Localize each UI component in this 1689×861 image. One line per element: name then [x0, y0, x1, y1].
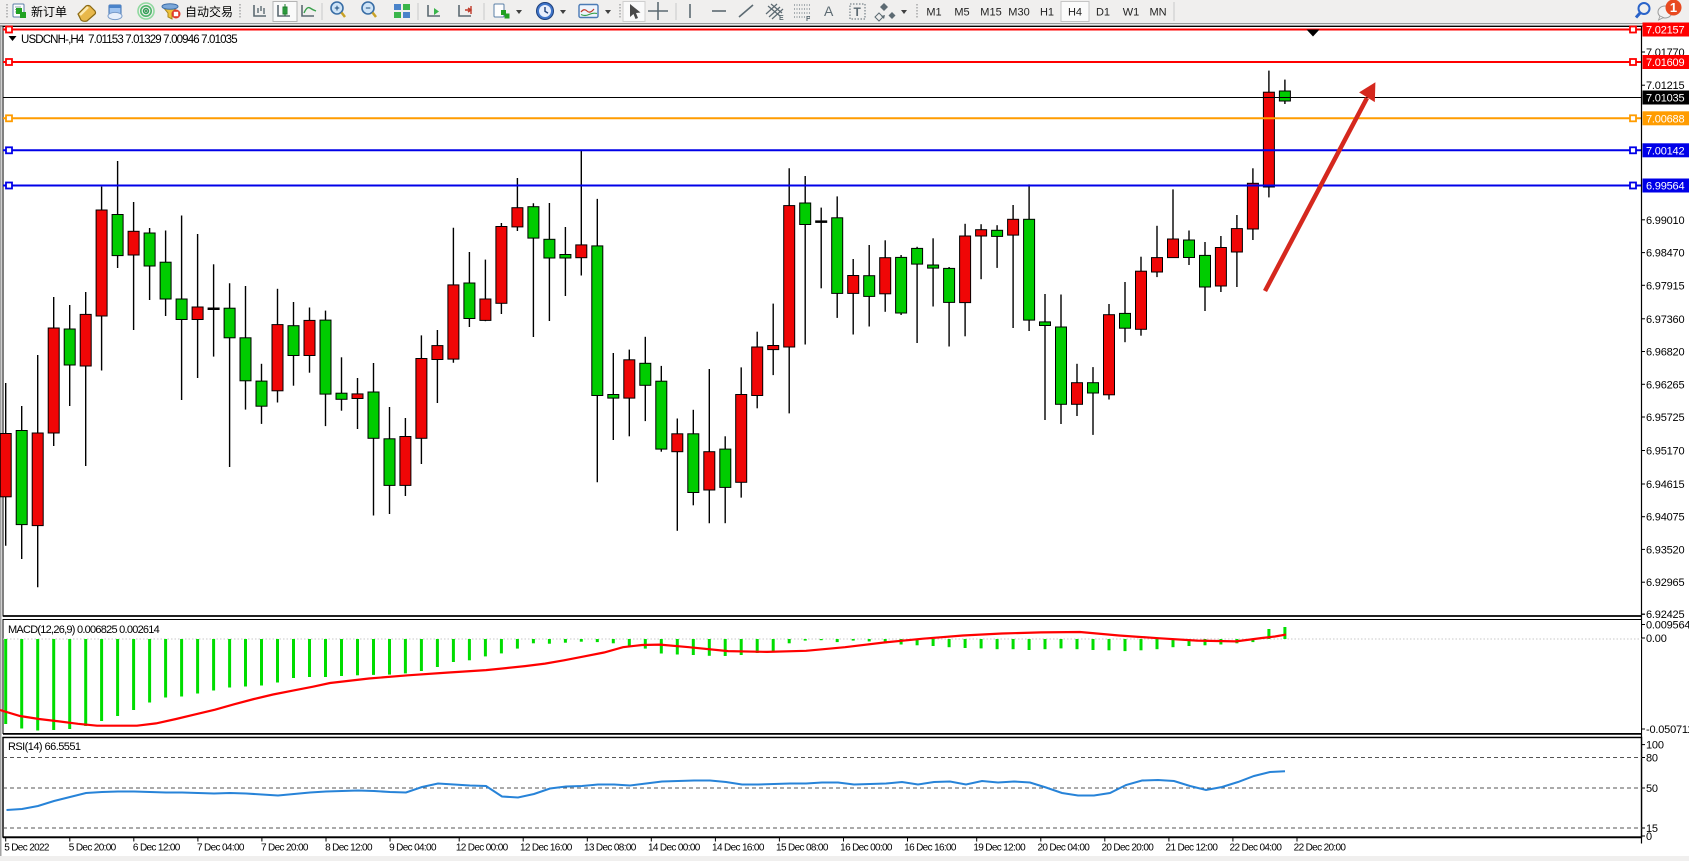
svg-text:7.01215: 7.01215 — [1646, 80, 1684, 92]
svg-text:6.97360: 6.97360 — [1646, 314, 1684, 326]
svg-text:50: 50 — [1646, 783, 1658, 795]
svg-text:M5: M5 — [954, 7, 969, 19]
svg-text:H1: H1 — [1040, 7, 1054, 19]
svg-text:7.02157: 7.02157 — [1646, 25, 1684, 37]
svg-text:20 Dec 20:00: 20 Dec 20:00 — [1101, 843, 1154, 854]
svg-text:T: T — [854, 5, 862, 19]
svg-text:6.95725: 6.95725 — [1646, 412, 1684, 424]
svg-text:16 Dec 16:00: 16 Dec 16:00 — [904, 843, 957, 854]
svg-text:6.95170: 6.95170 — [1646, 446, 1684, 458]
svg-text:8 Dec 12:00: 8 Dec 12:00 — [325, 843, 373, 854]
svg-text:D1: D1 — [1096, 7, 1110, 19]
svg-text:6.99564: 6.99564 — [1646, 181, 1684, 193]
svg-text:7 Dec 04:00: 7 Dec 04:00 — [197, 843, 245, 854]
svg-text:5 Dec 20:00: 5 Dec 20:00 — [69, 843, 117, 854]
svg-text:6.99010: 6.99010 — [1646, 215, 1684, 227]
svg-text:15: 15 — [1646, 823, 1658, 835]
svg-text:12 Dec 16:00: 12 Dec 16:00 — [520, 843, 573, 854]
svg-text:+: + — [334, 3, 339, 13]
svg-text:E: E — [779, 15, 784, 22]
svg-text:6.94615: 6.94615 — [1646, 479, 1684, 491]
svg-text:6.96265: 6.96265 — [1646, 379, 1684, 391]
svg-text:22 Dec 04:00: 22 Dec 04:00 — [1230, 843, 1283, 854]
svg-text:MACD(12,26,9) 0.006825 0.00261: MACD(12,26,9) 0.006825 0.002614 — [8, 624, 160, 636]
svg-text:6.92965: 6.92965 — [1646, 577, 1684, 589]
svg-text:6.98470: 6.98470 — [1646, 248, 1684, 260]
svg-text:19 Dec 12:00: 19 Dec 12:00 — [973, 843, 1026, 854]
svg-text:7.00688: 7.00688 — [1646, 114, 1684, 126]
svg-text:RSI(14) 66.5551: RSI(14) 66.5551 — [8, 741, 81, 753]
svg-text:H4: H4 — [1068, 7, 1082, 19]
svg-text:14 Dec 16:00: 14 Dec 16:00 — [712, 843, 765, 854]
svg-text:21 Dec 12:00: 21 Dec 12:00 — [1166, 843, 1219, 854]
svg-text:7.00142: 7.00142 — [1646, 146, 1684, 158]
svg-text:7.01609: 7.01609 — [1646, 57, 1684, 69]
svg-text:1: 1 — [1670, 0, 1677, 15]
svg-text:-0.050711: -0.050711 — [1646, 724, 1689, 736]
svg-text:自动交易: 自动交易 — [185, 4, 233, 19]
svg-text:F: F — [806, 16, 811, 23]
svg-text:6.92425: 6.92425 — [1646, 609, 1684, 621]
svg-text:13 Dec 08:00: 13 Dec 08:00 — [584, 843, 637, 854]
svg-text:6.94075: 6.94075 — [1646, 512, 1684, 524]
svg-text:−: − — [365, 3, 370, 13]
svg-text:16 Dec 00:00: 16 Dec 00:00 — [840, 843, 893, 854]
svg-text:20 Dec 04:00: 20 Dec 04:00 — [1037, 843, 1090, 854]
svg-text:MN: MN — [1149, 7, 1166, 19]
svg-text:新订单: 新订单 — [31, 4, 67, 19]
svg-text:M30: M30 — [1008, 7, 1029, 19]
svg-text:80: 80 — [1646, 753, 1658, 765]
svg-text:USDCNH-,H4 7.01153 7.01329 7.: USDCNH-,H4 7.01153 7.01329 7.00946 7.010… — [21, 34, 237, 46]
svg-text:M15: M15 — [980, 7, 1001, 19]
svg-text:6 Dec 12:00: 6 Dec 12:00 — [133, 843, 181, 854]
svg-text:15 Dec 08:00: 15 Dec 08:00 — [776, 843, 829, 854]
svg-text:W1: W1 — [1123, 7, 1140, 19]
svg-text:0.009564: 0.009564 — [1646, 620, 1689, 632]
svg-text:A: A — [824, 3, 834, 19]
svg-text:5 Dec 2022: 5 Dec 2022 — [4, 843, 50, 854]
svg-text:14 Dec 00:00: 14 Dec 00:00 — [648, 843, 701, 854]
svg-text:0: 0 — [1646, 831, 1652, 843]
svg-text:100: 100 — [1646, 740, 1664, 752]
svg-text:0.00: 0.00 — [1646, 633, 1667, 645]
svg-text:22 Dec 20:00: 22 Dec 20:00 — [1294, 843, 1347, 854]
svg-text:7 Dec 20:00: 7 Dec 20:00 — [261, 843, 309, 854]
svg-text:6.97915: 6.97915 — [1646, 280, 1684, 292]
svg-text:6.93520: 6.93520 — [1646, 544, 1684, 556]
svg-text:12 Dec 00:00: 12 Dec 00:00 — [456, 843, 509, 854]
svg-text:6.96820: 6.96820 — [1646, 347, 1684, 359]
svg-text:9 Dec 04:00: 9 Dec 04:00 — [389, 843, 437, 854]
svg-text:7.01035: 7.01035 — [1646, 93, 1684, 105]
svg-text:M1: M1 — [926, 7, 941, 19]
